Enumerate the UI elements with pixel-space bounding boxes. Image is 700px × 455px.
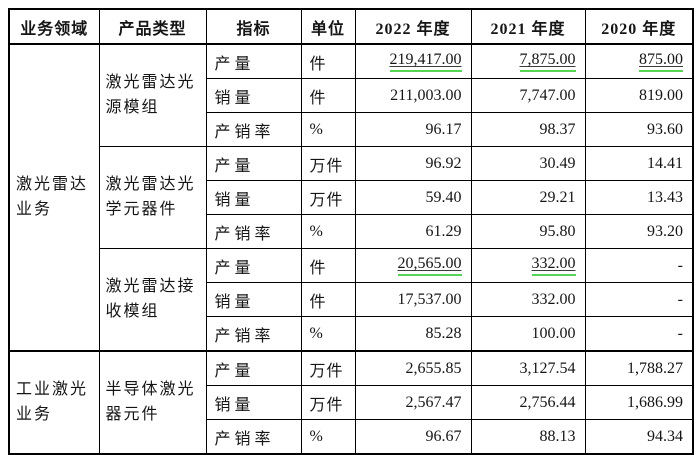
indicator-cell: 产量 bbox=[205, 248, 302, 283]
value-2021-cell: 95.80 bbox=[470, 214, 586, 249]
value-2022-cell: 20,565.00 bbox=[354, 248, 472, 283]
table-header: 业务领域 产品类型 指标 单位 2022 年度 2021 年度 2020 年度 bbox=[8, 8, 694, 45]
table-body: 激光雷达业务 激光雷达光源模组 产量 件 219,417.00 7,875.00… bbox=[8, 43, 694, 455]
value-2021-cell: 100.00 bbox=[470, 316, 586, 352]
value-2020-cell: 94.34 bbox=[584, 419, 694, 455]
table-row: 销量 万件 2,567.47 2,756.44 1,686.99 bbox=[9, 385, 694, 420]
product-cell-lidar-source-module: 激光雷达光源模组 bbox=[98, 43, 207, 147]
table-row: 销量 万件 59.40 29.21 13.43 bbox=[9, 180, 694, 215]
unit-cell: 件 bbox=[300, 78, 356, 113]
product-cell-semiconductor-laser-components: 半导体激光器元件 bbox=[98, 350, 207, 455]
unit-cell: 万件 bbox=[300, 146, 356, 181]
indicator-cell: 产销率 bbox=[205, 419, 302, 455]
unit-cell: 万件 bbox=[300, 180, 356, 215]
value-2022-cell: 96.92 bbox=[354, 146, 472, 181]
product-cell-lidar-optical-components: 激光雷达光学元器件 bbox=[98, 146, 207, 249]
indicator-cell: 产销率 bbox=[205, 316, 302, 352]
indicator-cell: 销量 bbox=[205, 78, 302, 113]
table-row: 激光雷达接收模组 产量 件 20,565.00 332.00 - bbox=[9, 248, 694, 352]
col-header-business-area: 业务领域 bbox=[8, 8, 100, 45]
table-row: 产销率 % 61.29 95.80 93.20 bbox=[9, 214, 694, 249]
col-header-indicator: 指标 bbox=[205, 8, 302, 45]
indicator-cell: 销量 bbox=[205, 282, 302, 317]
table-row: 激光雷达业务 激光雷达光源模组 产量 件 219,417.00 7,875.00… bbox=[8, 43, 694, 352]
value-2020-cell: - bbox=[584, 248, 694, 283]
value-2022-cell: 61.29 bbox=[354, 214, 472, 249]
value-2021-cell: 7,747.00 bbox=[470, 78, 586, 113]
unit-cell: 件 bbox=[300, 282, 356, 317]
unit-cell: 件 bbox=[300, 248, 356, 283]
document-page: 业务领域 产品类型 指标 单位 2022 年度 2021 年度 2020 年度 … bbox=[8, 8, 694, 455]
unit-cell: 件 bbox=[300, 43, 356, 79]
value-2021-cell: 2,756.44 bbox=[470, 385, 586, 420]
value-2020-cell: - bbox=[584, 316, 694, 352]
green-underlined-value: 875.00 bbox=[639, 51, 683, 72]
unit-cell: % bbox=[300, 316, 356, 352]
value-2020-cell: - bbox=[584, 282, 694, 317]
col-header-2022: 2022 年度 bbox=[354, 8, 472, 45]
header-row: 业务领域 产品类型 指标 单位 2022 年度 2021 年度 2020 年度 bbox=[8, 8, 694, 45]
green-underlined-value: 7,875.00 bbox=[519, 51, 576, 72]
product-cell-lidar-receiver-module: 激光雷达接收模组 bbox=[98, 248, 207, 352]
value-2020-cell: 13.43 bbox=[584, 180, 694, 215]
col-header-2021: 2021 年度 bbox=[470, 8, 586, 45]
value-2020-cell: 93.60 bbox=[584, 112, 694, 147]
production-sales-table: 业务领域 产品类型 指标 单位 2022 年度 2021 年度 2020 年度 … bbox=[8, 8, 694, 455]
unit-cell: % bbox=[300, 419, 356, 455]
value-2021-cell: 7,875.00 bbox=[470, 43, 586, 79]
value-2022-cell: 2,655.85 bbox=[354, 350, 472, 386]
value-2021-cell: 29.21 bbox=[470, 180, 586, 215]
unit-cell: % bbox=[300, 112, 356, 147]
indicator-cell: 产销率 bbox=[205, 214, 302, 249]
indicator-cell: 销量 bbox=[205, 180, 302, 215]
green-underlined-value: 219,417.00 bbox=[389, 51, 462, 72]
value-2020-cell: 14.41 bbox=[584, 146, 694, 181]
value-2021-cell: 3,127.54 bbox=[470, 350, 586, 386]
col-header-2020: 2020 年度 bbox=[584, 8, 694, 45]
business-cell-lidar: 激光雷达业务 bbox=[8, 43, 100, 352]
indicator-cell: 产量 bbox=[205, 350, 302, 386]
value-2021-cell: 88.13 bbox=[470, 419, 586, 455]
unit-cell: 万件 bbox=[300, 350, 356, 386]
value-2022-cell: 96.17 bbox=[354, 112, 472, 147]
indicator-cell: 产量 bbox=[205, 146, 302, 181]
green-underlined-value: 20,565.00 bbox=[397, 255, 462, 276]
value-2021-cell: 30.49 bbox=[470, 146, 586, 181]
value-2022-cell: 2,567.47 bbox=[354, 385, 472, 420]
value-2022-cell: 219,417.00 bbox=[354, 43, 472, 79]
value-2022-cell: 85.28 bbox=[354, 316, 472, 352]
value-2020-cell: 875.00 bbox=[584, 43, 694, 79]
value-2022-cell: 96.67 bbox=[354, 419, 472, 455]
indicator-cell: 产销率 bbox=[205, 112, 302, 147]
value-2021-cell: 332.00 bbox=[470, 248, 586, 283]
col-header-product-type: 产品类型 bbox=[98, 8, 207, 45]
value-2022-cell: 59.40 bbox=[354, 180, 472, 215]
value-2022-cell: 17,537.00 bbox=[354, 282, 472, 317]
value-2020-cell: 1,686.99 bbox=[584, 385, 694, 420]
table-row: 激光雷达光学元器件 产量 万件 96.92 30.49 14.41 bbox=[9, 146, 694, 249]
value-2020-cell: 1,788.27 bbox=[584, 350, 694, 386]
value-2022-cell: 211,003.00 bbox=[354, 78, 472, 113]
value-2020-cell: 819.00 bbox=[584, 78, 694, 113]
table-row: 销量 件 17,537.00 332.00 - bbox=[9, 282, 694, 317]
value-2021-cell: 332.00 bbox=[470, 282, 586, 317]
indicator-cell: 销量 bbox=[205, 385, 302, 420]
unit-cell: % bbox=[300, 214, 356, 249]
value-2020-cell: 93.20 bbox=[584, 214, 694, 249]
table-row: 产销率 % 96.17 98.37 93.60 bbox=[9, 112, 694, 147]
value-2021-cell: 98.37 bbox=[470, 112, 586, 147]
table-row: 工业激光业务 半导体激光器元件 产量 万件 2,655.85 3,127.54 … bbox=[8, 350, 694, 455]
indicator-cell: 产量 bbox=[205, 43, 302, 79]
green-underlined-value: 332.00 bbox=[531, 255, 576, 276]
table-row: 销量 件 211,003.00 7,747.00 819.00 bbox=[9, 78, 694, 113]
col-header-unit: 单位 bbox=[300, 8, 356, 45]
unit-cell: 万件 bbox=[300, 385, 356, 420]
